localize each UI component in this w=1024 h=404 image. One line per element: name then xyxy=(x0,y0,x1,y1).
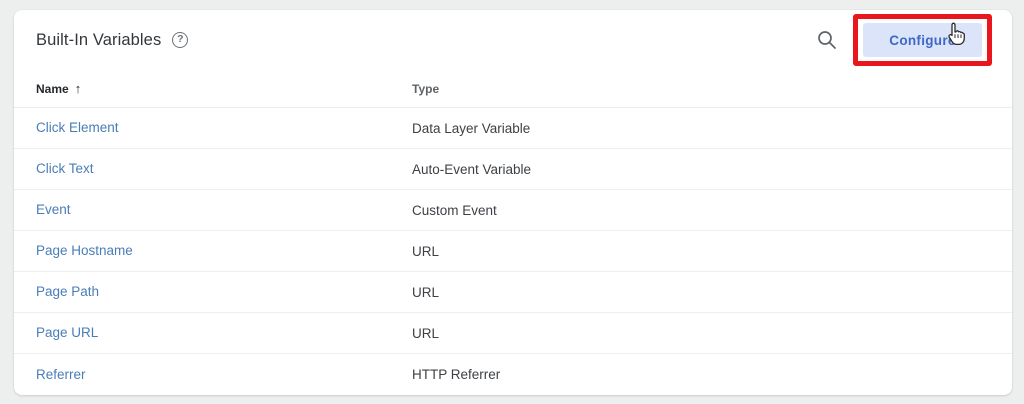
variable-type: HTTP Referrer xyxy=(412,367,501,382)
help-icon[interactable]: ? xyxy=(172,32,189,48)
red-highlight-box: Configure xyxy=(853,14,992,66)
table-row: Page Path URL xyxy=(14,272,1012,313)
variable-link-referrer[interactable]: Referrer xyxy=(36,366,86,382)
name-header-label: Name xyxy=(36,81,69,96)
variable-type: URL xyxy=(412,284,440,300)
variable-link-page-url[interactable]: Page URL xyxy=(36,325,99,340)
card-header: Built-In Variables ? Configure xyxy=(14,10,1012,70)
table-row: Referrer HTTP Referrer xyxy=(14,354,1012,395)
table-row: Event Custom Event xyxy=(14,190,1012,231)
table-row: Page Hostname URL xyxy=(14,231,1012,272)
variable-type: URL xyxy=(412,243,440,259)
variable-link-page-path[interactable]: Page Path xyxy=(36,284,100,299)
built-in-variables-card: Built-In Variables ? Configure xyxy=(14,10,1012,395)
table-header-row: Name ↑ Type xyxy=(14,70,1012,108)
page-title: Built-In Variables xyxy=(36,30,162,49)
variable-type: Data Layer Variable xyxy=(412,120,531,136)
variable-type: Custom Event xyxy=(412,202,497,218)
variable-link-page-hostname[interactable]: Page Hostname xyxy=(36,243,133,258)
sort-ascending-icon: ↑ xyxy=(74,81,82,96)
table-row: Page URL URL xyxy=(14,313,1012,354)
variable-link-event[interactable]: Event xyxy=(36,202,71,217)
variable-link-click-element[interactable]: Click Element xyxy=(36,120,119,135)
configure-button[interactable]: Configure xyxy=(863,23,982,57)
table-row: Click Element Data Layer Variable xyxy=(14,108,1012,149)
search-icon[interactable] xyxy=(815,28,839,52)
variable-type: URL xyxy=(412,325,440,341)
variable-link-click-text[interactable]: Click Text xyxy=(36,161,94,176)
column-header-type[interactable]: Type xyxy=(412,81,440,96)
table-row: Click Text Auto-Event Variable xyxy=(14,149,1012,190)
variable-type: Auto-Event Variable xyxy=(412,161,532,177)
column-header-name[interactable]: Name ↑ xyxy=(36,81,412,96)
variables-table: Name ↑ Type Click Element Data Layer Var… xyxy=(14,70,1012,395)
